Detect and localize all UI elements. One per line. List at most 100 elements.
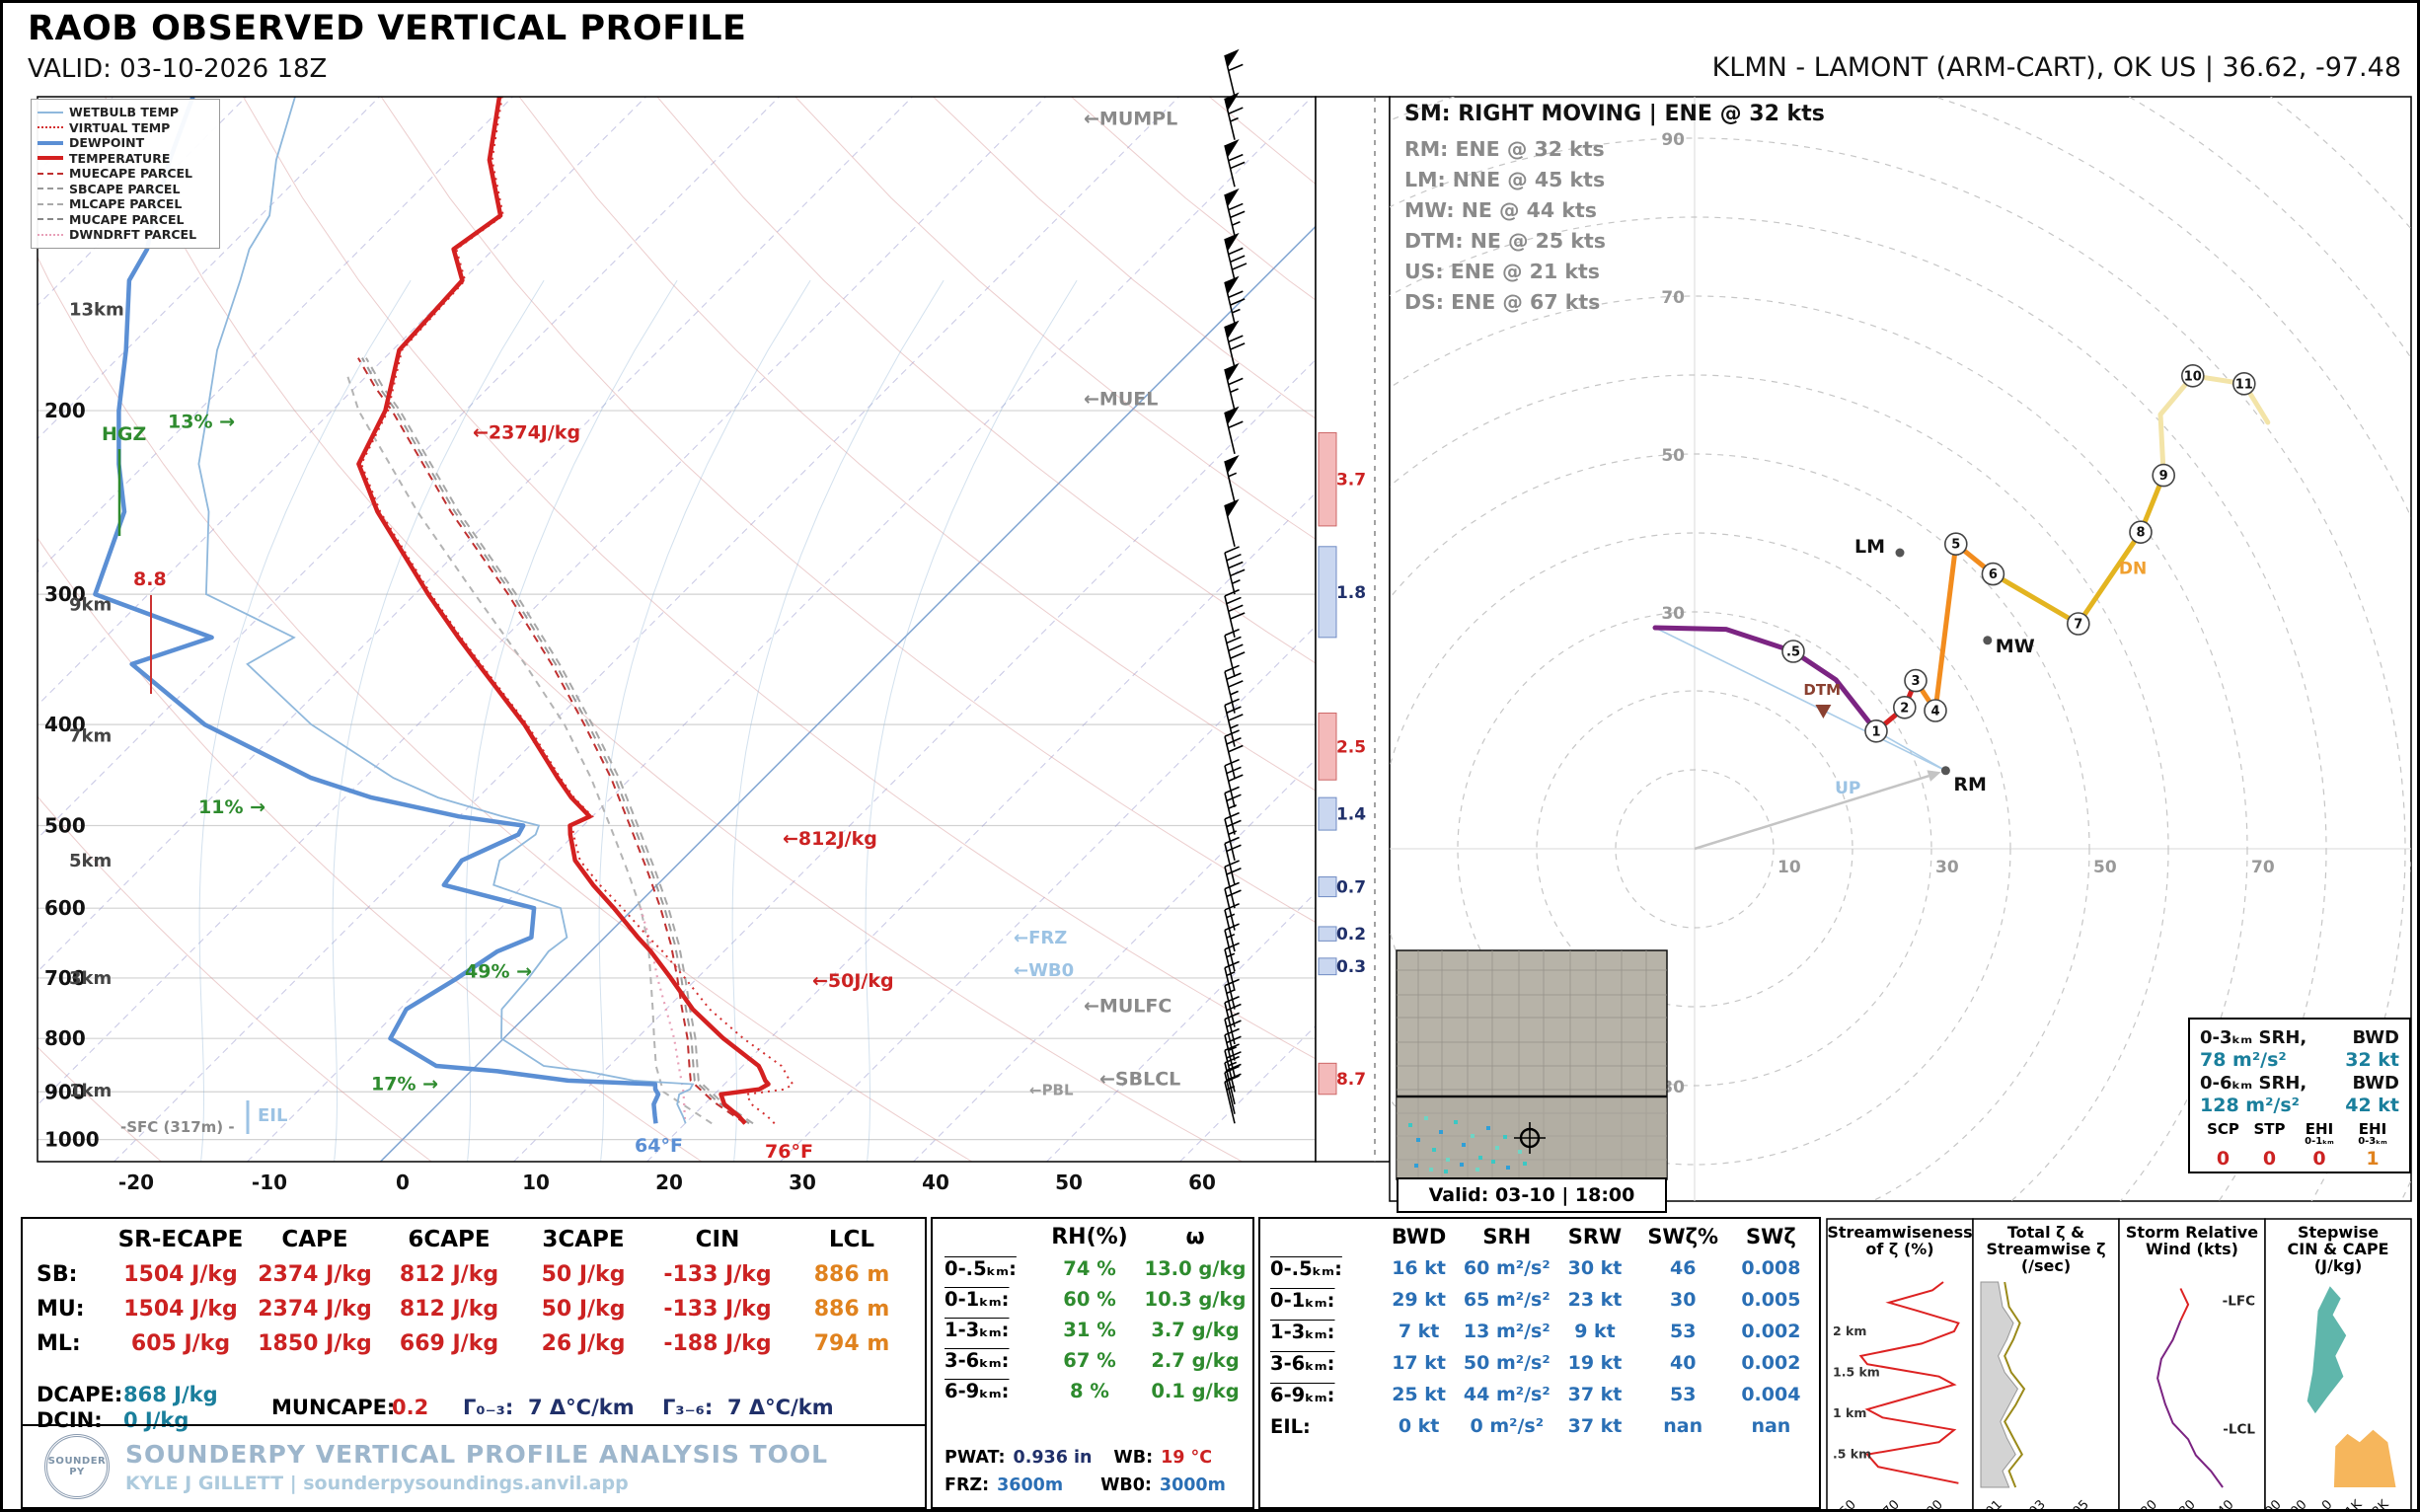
wb-label: WB: <box>1113 1448 1154 1468</box>
mucape-parcel-line <box>365 357 754 1125</box>
panel-title-total-zeta: Total ζ & Streamwise ζ (/sec) <box>1986 1223 2106 1275</box>
svg-text:.03: .03 <box>2024 1497 2049 1509</box>
row-ml: ML: <box>37 1331 81 1356</box>
marker-lm <box>1895 548 1905 558</box>
marker-rm <box>1940 766 1950 776</box>
svg-text:90: 90 <box>1661 130 1685 150</box>
panel-title-streamwiseness: Streamwiseness of ζ (%) <box>1827 1223 1973 1258</box>
sounderpy-logo: SOUNDER PY <box>44 1434 110 1499</box>
legend-item-dewpoint: DEWPOINT <box>38 135 213 151</box>
sbcape-line-sample <box>38 188 63 190</box>
bwd-0-6-value: 42 kt <box>2345 1095 2399 1116</box>
svg-text:EIL: EIL <box>258 1105 287 1126</box>
svg-text:1.4: 1.4 <box>1336 805 1366 825</box>
svg-text:←50J/kg: ←50J/kg <box>812 970 894 992</box>
col-cape: CAPE <box>281 1227 348 1252</box>
srh-0-3-label: 0-3ₖₘ SRH, <box>2200 1027 2307 1048</box>
svg-text:1000: 1000 <box>44 1128 100 1152</box>
pwat-row: PWAT: 0.936 in WB: 19 °C <box>945 1448 1220 1468</box>
svg-text:←812J/kg: ←812J/kg <box>783 828 877 850</box>
wb0-value: 3000m <box>1159 1475 1226 1495</box>
skewt-profiles <box>93 97 795 1125</box>
stepwise-cape <box>2333 1429 2396 1487</box>
svg-text:7: 7 <box>2074 618 2082 633</box>
svg-text:-10: -10 <box>252 1171 287 1194</box>
ehi-0-1-value: 0 <box>2312 1148 2326 1170</box>
srw-above-lfc <box>2179 1288 2190 1322</box>
svg-text:70: 70 <box>2251 858 2275 877</box>
moisture-grid: RH(%) ω 0-.5ₖₘ: 74 % 13.0 g/kg 0-1ₖₘ: 60… <box>933 1219 1252 1402</box>
row-sb: SB: <box>37 1262 78 1287</box>
legend-item-virtual-temp: VIRTUAL TEMP <box>38 120 213 136</box>
marker-mw <box>1983 636 1993 645</box>
col-srw: SRW <box>1567 1225 1623 1248</box>
svg-text:50: 50 <box>1661 446 1685 466</box>
valid-time: VALID: 03-10-2026 18Z <box>28 54 328 84</box>
storm-motion-info: SM: RIGHT MOVING | ENE @ 32 kts RM: ENE … <box>1404 102 1825 318</box>
svg-text:.05: .05 <box>2068 1497 2092 1509</box>
km-marker-.5 <box>1781 640 1805 663</box>
ehi-0-1-col: EHI 0-1ₖₘ 0 <box>2293 1122 2346 1171</box>
srh-0-6-label: 0-6ₖₘ SRH, <box>2200 1073 2307 1094</box>
svg-text:8.8: 8.8 <box>133 568 167 590</box>
svg-text:←MUMPL: ←MUMPL <box>1084 108 1177 129</box>
km-marker-2 <box>1893 695 1917 719</box>
svg-text:50: 50 <box>1055 1171 1083 1194</box>
map-inset <box>1396 949 1668 1180</box>
svg-text:30: 30 <box>1935 858 1959 877</box>
col-sr-ecape: SR-ECAPE <box>117 1227 244 1252</box>
row-mu: MU: <box>37 1297 85 1322</box>
svg-text:-200: -200 <box>2253 1497 2284 1509</box>
skewt-labels: 200 300 400 500 600 700 800 900 1000 -20 -10 0 10 20 3… <box>44 108 1216 1194</box>
svg-text:←SBLCL: ←SBLCL <box>1099 1068 1180 1090</box>
svg-text:UP: UP <box>1835 779 1860 798</box>
svg-text:2 km: 2 km <box>1833 1323 1866 1338</box>
col-swzeta-pct: SWζ% <box>1647 1225 1719 1248</box>
bwd-0-3-value: 32 kt <box>2345 1049 2399 1071</box>
storm-motion-rm: RM: ENE @ 32 kts <box>1404 137 1605 161</box>
svg-text:0: 0 <box>2319 1497 2335 1509</box>
svg-text:300: 300 <box>44 582 86 606</box>
svg-text:MW: MW <box>1996 636 2035 657</box>
skewt-background <box>38 97 1316 1162</box>
svg-text:2.5: 2.5 <box>1336 737 1366 757</box>
svg-text:90: 90 <box>1925 1497 1946 1509</box>
dewpoint-line <box>93 97 661 1124</box>
panel-title-srw: Storm Relative Wind (kts) <box>2125 1223 2259 1258</box>
lapse-3-6-value: 7 Δ°C/km <box>727 1396 834 1419</box>
inflow-line-sfc <box>1654 627 1946 772</box>
svg-text:800: 800 <box>44 1026 86 1050</box>
svg-text:5: 5 <box>1951 538 1960 553</box>
km-marker-1 <box>1864 718 1888 743</box>
svg-text:0.2: 0.2 <box>1336 925 1366 945</box>
svg-text:1: 1 <box>1871 724 1880 739</box>
branding: SOUNDER PY SOUNDERPY VERTICAL PROFILE ANA… <box>23 1424 925 1507</box>
hodograph-trace-6-9km <box>1990 473 2166 627</box>
wb0-label: WB0: <box>1100 1475 1152 1495</box>
mini-panel-stepwise-cin-cape: -200-10001K2K <box>2253 1218 2412 1509</box>
svg-text:10: 10 <box>2184 369 2202 384</box>
svg-text:.01: .01 <box>1981 1497 2005 1509</box>
svg-text:←PBL: ←PBL <box>1029 1082 1074 1099</box>
srh-0-6-header: 0-6ₖₘ SRH, BWD <box>2200 1072 2399 1095</box>
col-lcl: LCL <box>828 1227 875 1252</box>
col-3cape: 3CAPE <box>542 1227 625 1252</box>
svg-text:60: 60 <box>1188 1171 1216 1194</box>
thermo-grid: SR-ECAPE CAPE 6CAPE 3CAPE CIN LCL SB: 15… <box>23 1219 925 1356</box>
lapse-3-6-label: Γ₃₋₆: <box>662 1396 714 1419</box>
svg-text:-LCL: -LCL <box>2223 1422 2255 1438</box>
svg-text:-SFC (317m) -: -SFC (317m) - <box>120 1118 235 1136</box>
svg-text:30: 30 <box>2176 1497 2198 1509</box>
svg-text:←FRZ: ←FRZ <box>1014 928 1067 948</box>
svg-text:4: 4 <box>1930 705 1939 719</box>
branding-credit: KYLE J GILLETT | sounderpysoundings.anvi… <box>125 1472 629 1494</box>
muecape-parcel-line <box>357 357 746 1125</box>
svg-text:8: 8 <box>2136 526 2145 541</box>
wb-value: 19 °C <box>1161 1448 1213 1468</box>
dcin-value: 0 J/kg <box>123 1408 189 1432</box>
frz-row: FRZ: 3600m WB0: 3000m <box>945 1475 1234 1495</box>
svg-text:90: 90 <box>2409 858 2417 877</box>
svg-text:-LFC: -LFC <box>2223 1294 2255 1310</box>
branding-text: SOUNDERPY VERTICAL PROFILE ANALYSIS TOOL… <box>125 1440 828 1494</box>
legend-item-temperature: TEMPERATURE <box>38 151 213 167</box>
